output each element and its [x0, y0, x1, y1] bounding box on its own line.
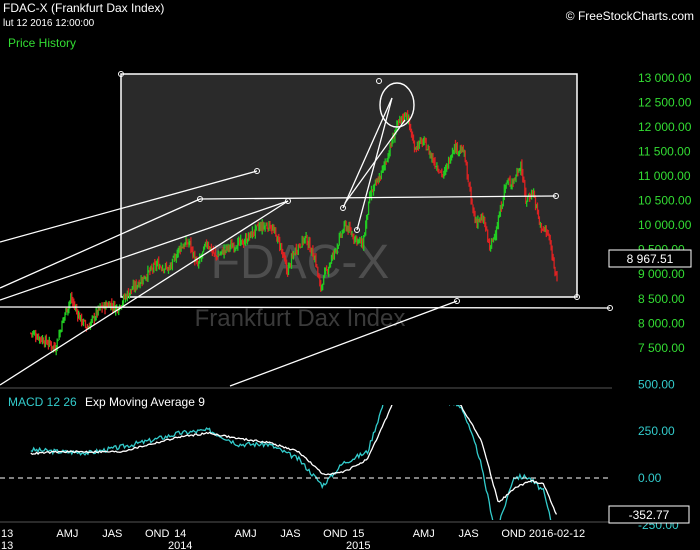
- price-tick-label: 7 500.00: [638, 341, 685, 355]
- macd-line: [30, 405, 552, 520]
- brand-label[interactable]: © FreeStockCharts.com: [565, 9, 694, 23]
- signal-line: [30, 405, 558, 515]
- year-label: 2015: [346, 540, 370, 550]
- time-tick-label: 2016-02-12: [529, 528, 585, 540]
- price-panel-label: Price History: [8, 36, 77, 50]
- trend-line-handle[interactable]: [454, 298, 460, 304]
- year-label: 13: [1, 540, 13, 550]
- macd-legend[interactable]: MACD 12 26: [8, 395, 77, 409]
- trend-line[interactable]: [0, 200, 289, 386]
- symbol-title: FDAC-X (Frankfurt Dax Index): [3, 1, 165, 15]
- time-tick-label: OND: [323, 528, 348, 540]
- last-price-box: [608, 249, 692, 268]
- price-tick-label: 9 000.00: [638, 267, 685, 281]
- trend-line[interactable]: [0, 198, 201, 289]
- trend-annotations: [0, 78, 613, 387]
- trend-line-handle[interactable]: [376, 78, 382, 84]
- price-tick-label: 8 500.00: [638, 292, 685, 306]
- watermark-name: Frankfurt Dax Index: [195, 305, 406, 332]
- trend-line[interactable]: [344, 119, 406, 204]
- time-tick-label: OND: [145, 528, 170, 540]
- macd-tick-label: 250.00: [638, 424, 675, 438]
- horizontal-line[interactable]: [0, 306, 611, 309]
- trend-line[interactable]: [342, 97, 393, 209]
- time-tick-label: JAS: [280, 528, 300, 540]
- price-tick-label: 12 000.00: [638, 120, 692, 134]
- trend-line[interactable]: [0, 170, 258, 243]
- last-price-label: 8 967.51: [627, 252, 674, 266]
- time-tick-label: OND: [501, 528, 526, 540]
- time-tick-label: AMJ: [235, 528, 257, 540]
- last-macd-box: [608, 505, 690, 524]
- trend-line[interactable]: [229, 300, 458, 387]
- price-tick-label: 11 500.00: [638, 145, 691, 159]
- year-label: 2014: [168, 540, 192, 550]
- time-tick-label: AMJ: [413, 528, 435, 540]
- trend-line[interactable]: [0, 200, 289, 301]
- ema-legend[interactable]: Exp Moving Average 9: [85, 395, 205, 409]
- price-tick-label: 11 000.00: [638, 169, 691, 183]
- rectangle-handle[interactable]: [574, 294, 580, 300]
- macd-tick-label: 500.00: [638, 377, 675, 391]
- price-tick-label: 10 500.00: [638, 194, 692, 208]
- time-tick-label: 13: [1, 528, 13, 540]
- time-tick-label: AMJ: [56, 528, 78, 540]
- trend-line-handle[interactable]: [340, 205, 346, 211]
- macd-tick-label: 0.00: [638, 471, 662, 485]
- price-tick-label: 12 500.00: [638, 96, 692, 110]
- price-tick-label: 8 000.00: [638, 316, 685, 330]
- price-tick-label: 10 000.00: [638, 218, 692, 232]
- time-axis: 13 AMJ JAS OND 14 AMJ JAS OND 15 AMJ JAS OND 2016-02…: [1, 528, 585, 550]
- trend-line-handle[interactable]: [254, 168, 260, 174]
- macd-panel: [30, 405, 558, 520]
- last-macd-label: -352.77: [629, 508, 670, 522]
- time-tick-label: 15: [352, 528, 364, 540]
- time-tick-label: JAS: [459, 528, 479, 540]
- price-tick-label: 13 000.00: [638, 71, 692, 85]
- price-bars: [30, 110, 558, 356]
- indicator-legend: MACD 12 26 Exp Moving Average 9: [8, 395, 205, 409]
- rectangle-handle[interactable]: [118, 71, 124, 77]
- time-tick-label: JAS: [102, 528, 122, 540]
- top-ellipse[interactable]: [379, 82, 415, 128]
- trend-line-handle[interactable]: [553, 193, 559, 199]
- chart-datetime: lut 12 2016 12:00:00: [3, 18, 95, 29]
- trend-line-handle[interactable]: [354, 227, 360, 233]
- time-tick-label: 14: [174, 528, 186, 540]
- trend-line-handle[interactable]: [607, 305, 613, 311]
- trend-line[interactable]: [356, 97, 393, 231]
- horizontal-line[interactable]: [199, 195, 557, 200]
